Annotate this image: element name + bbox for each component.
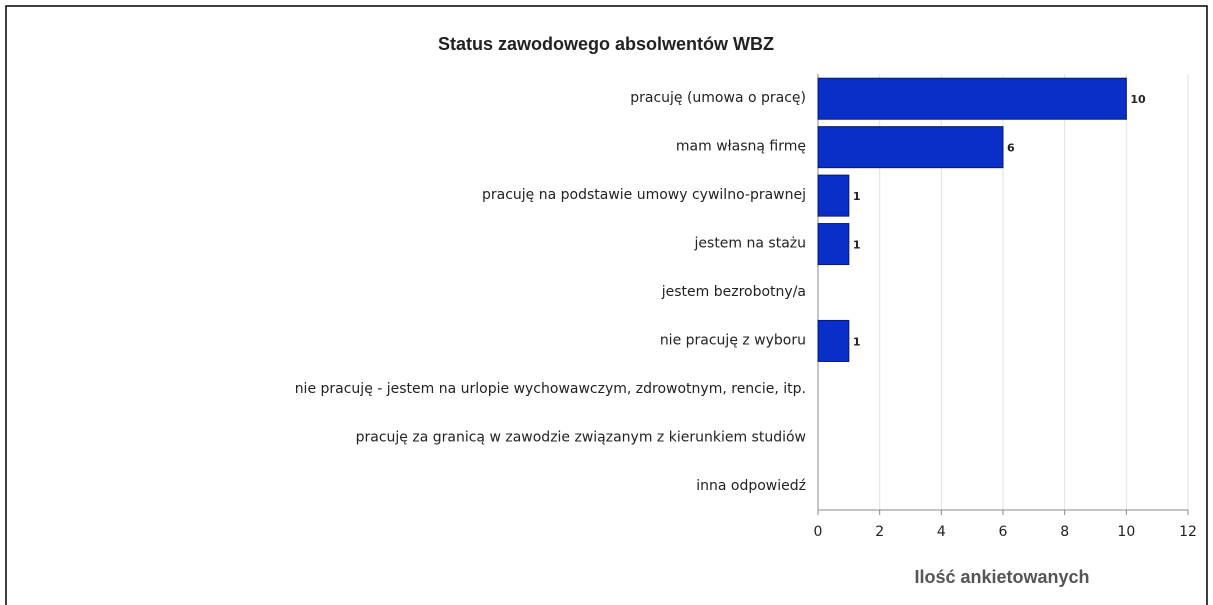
- data-label: 1: [853, 335, 861, 348]
- y-tick-label: jestem bezrobotny/a: [661, 284, 806, 300]
- x-axis-label: Ilość ankietowanych: [914, 567, 1089, 587]
- x-tick-label: 4: [937, 524, 946, 540]
- x-tick-label: 2: [875, 524, 884, 540]
- y-tick-label: nie pracuję - jestem na urlopie wychowaw…: [295, 381, 806, 397]
- data-label: 10: [1130, 93, 1146, 106]
- x-tick-label: 0: [814, 524, 823, 540]
- y-tick-label: nie pracuję z wyboru: [660, 332, 806, 348]
- y-tick-label: pracuję (umowa o pracę): [630, 90, 806, 106]
- y-tick-label: mam własną firmę: [676, 139, 806, 155]
- data-label: 1: [853, 190, 861, 203]
- bar: [817, 174, 850, 217]
- x-tick-label: 6: [999, 524, 1008, 540]
- frame: [5, 5, 1208, 605]
- y-tick-label: inna odpowiedź: [696, 478, 806, 494]
- data-label: 6: [1007, 142, 1015, 155]
- y-tick-label: pracuję na podstawie umowy cywilno-prawn…: [482, 187, 806, 203]
- y-tick-label: pracuję za granicą w zawodzie związanym …: [356, 429, 806, 445]
- chart-title: Status zawodowego absolwentów WBZ: [438, 34, 774, 54]
- y-tick-label: jestem na stażu: [694, 236, 806, 252]
- bar: [817, 319, 850, 362]
- x-tick-label: 10: [1117, 524, 1135, 540]
- bar: [817, 126, 1004, 169]
- x-tick-label: 8: [1060, 524, 1069, 540]
- bar: [817, 223, 850, 266]
- bar: [817, 77, 1127, 120]
- data-label: 1: [853, 239, 861, 252]
- x-tick-label: 12: [1179, 524, 1197, 540]
